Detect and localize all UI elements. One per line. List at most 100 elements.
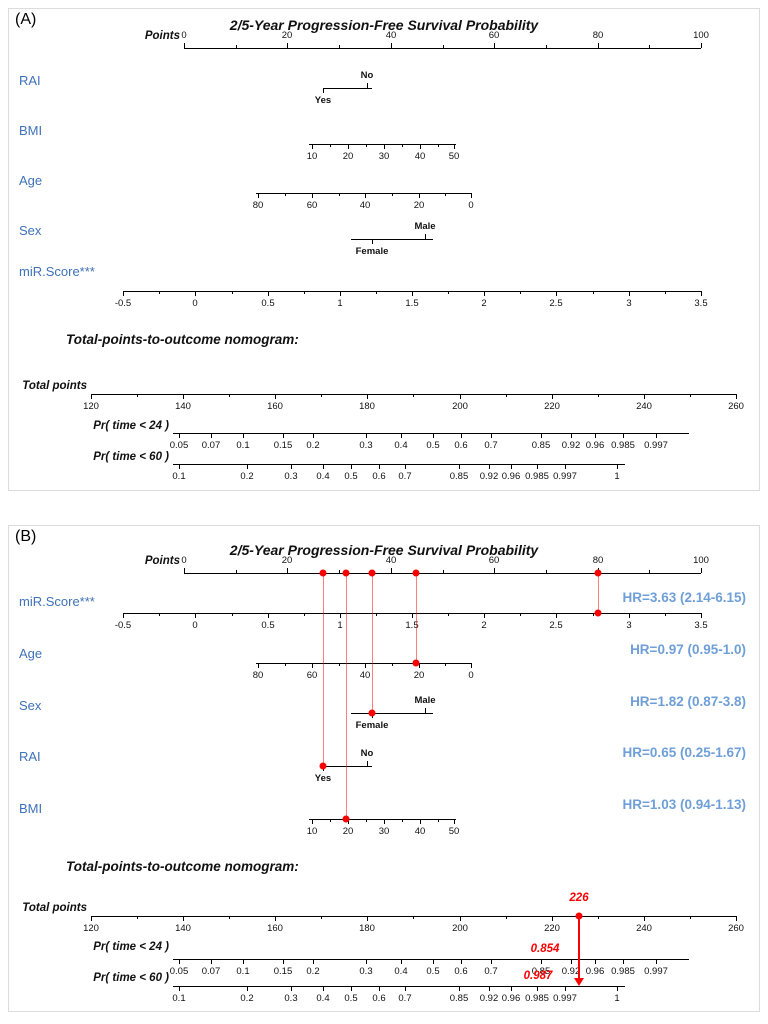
- total_points-tick-label: 180: [359, 401, 375, 412]
- points-tick: [184, 43, 185, 48]
- pr60-tick: [537, 464, 538, 469]
- total_points-tick: [552, 394, 553, 399]
- total_points-minor-tick: [137, 394, 138, 397]
- pr60-tick-label: 0.6: [372, 993, 386, 1004]
- pr60-tick-label: 0.85: [449, 993, 469, 1004]
- total_points-minor-tick: [598, 394, 599, 397]
- pr24-tick: [401, 433, 402, 438]
- bmi-minor-tick: [402, 819, 403, 822]
- bmi-tick-label: 40: [414, 826, 426, 837]
- mir_score-tick-label: 3: [626, 620, 632, 631]
- pr24-axis-line: [173, 433, 689, 434]
- total_points-minor-tick: [506, 916, 507, 919]
- pr24-tick-label: 0.05: [169, 440, 189, 451]
- age-minor-tick: [285, 663, 286, 666]
- sex-category-label: Female: [355, 720, 389, 731]
- age-axis-line: [256, 663, 471, 664]
- pr60-tick: [459, 986, 460, 991]
- points-minor-tick: [649, 570, 650, 573]
- total_points-tick: [552, 916, 553, 921]
- mir_score-tick-label: 3: [626, 298, 632, 309]
- age-tick: [471, 663, 472, 668]
- mir_score-tick: [340, 291, 341, 296]
- pr60-tick-label: 1: [614, 471, 620, 482]
- pr60-tick-label: 0.1: [172, 471, 186, 482]
- total_points-tick: [736, 916, 737, 921]
- pr24-tick-label: 0.5: [426, 440, 440, 451]
- total_points-tick: [91, 916, 92, 921]
- pr24-label: Pr( time < 24 ): [93, 941, 169, 953]
- points-minor-tick: [236, 45, 237, 48]
- mir_score-minor-tick: [448, 613, 449, 616]
- marker-drop-line-rai: [323, 573, 324, 766]
- mir_score-minor-tick: [159, 291, 160, 294]
- pr24-tick: [433, 433, 434, 438]
- points-tick-label: 40: [385, 30, 397, 41]
- age-label: Age: [19, 646, 43, 661]
- pr24-tick-label: 0.4: [394, 966, 408, 977]
- pr24-tick: [571, 959, 572, 964]
- sex-axis-line: [351, 713, 433, 714]
- pr60-tick: [291, 986, 292, 991]
- pr24-tick-label: 0.7: [484, 440, 498, 451]
- mir_score-tick-label: 1: [337, 620, 343, 631]
- pr24-tick-label: 0.1: [236, 966, 250, 977]
- pr24-tick-label: 0.1: [236, 440, 250, 451]
- total_points-tick-label: 200: [452, 923, 468, 934]
- total_points-label: Total points: [22, 902, 87, 914]
- points-tick-label: 100: [693, 555, 709, 566]
- pr24-label: Pr( time < 24 ): [93, 420, 169, 432]
- bmi-tick-label: 50: [448, 826, 460, 837]
- total_points-minor-tick: [506, 394, 507, 397]
- total_points-tick-label: 160: [267, 401, 283, 412]
- pr24-tick-label: 0.5: [426, 966, 440, 977]
- probability-readout-0: 0.854: [530, 943, 560, 955]
- mir_score-tick-label: 1: [337, 298, 343, 309]
- pr24-tick: [595, 959, 596, 964]
- mir_score-minor-tick: [593, 291, 594, 294]
- mir_score-tick: [195, 291, 196, 296]
- points-tick-label: 80: [592, 555, 604, 566]
- total_points-minor-tick: [229, 394, 230, 397]
- points-tick-label: 20: [281, 30, 293, 41]
- bmi-minor-tick: [438, 819, 439, 822]
- sex-label: Sex: [19, 223, 42, 238]
- pr60-tick-label: 0.7: [398, 471, 412, 482]
- nomogram-axes-b: Points 0 20 40 60 80 100 miR.Score*** HR=3.63 (2…: [9, 526, 759, 1011]
- pr24-tick: [179, 959, 180, 964]
- points-tick-label: 80: [592, 30, 604, 41]
- pr60-tick: [511, 986, 512, 991]
- points-minor-tick: [339, 570, 340, 573]
- total_points-tick: [736, 394, 737, 399]
- pr60-tick: [617, 464, 618, 469]
- age-tick-label: 20: [413, 200, 425, 211]
- pr60-tick-label: 0.85: [449, 471, 469, 482]
- total_points-minor-tick: [690, 394, 691, 397]
- total_points-minor-tick: [413, 916, 414, 919]
- pr24-tick: [623, 959, 624, 964]
- pr24-tick: [366, 959, 367, 964]
- pr24-tick-label: 0.07: [201, 966, 221, 977]
- age-tick: [419, 663, 420, 668]
- points-tick: [701, 568, 702, 573]
- total_points-minor-tick: [413, 394, 414, 397]
- bmi-minor-tick: [366, 144, 367, 147]
- age-tick-label: 60: [306, 670, 318, 681]
- mir_score-tick-label: 0.5: [261, 298, 275, 309]
- bmi-tick: [384, 819, 385, 824]
- age-minor-tick: [285, 193, 286, 196]
- bmi-minor-tick: [330, 144, 331, 147]
- total_points-tick: [183, 916, 184, 921]
- marker-dot-points-age: [412, 569, 420, 577]
- pr24-tick: [243, 433, 244, 438]
- total_points-minor-tick: [598, 916, 599, 919]
- bmi-tick: [454, 144, 455, 149]
- mir_score-tick: [340, 613, 341, 618]
- pr60-tick: [179, 464, 180, 469]
- pr24-tick-label: 0.3: [359, 966, 373, 977]
- age-tick: [419, 193, 420, 198]
- pr24-tick-label: 0.985: [611, 440, 635, 451]
- mir_score-minor-tick: [520, 613, 521, 616]
- pr60-tick: [489, 464, 490, 469]
- pr60-tick: [565, 986, 566, 991]
